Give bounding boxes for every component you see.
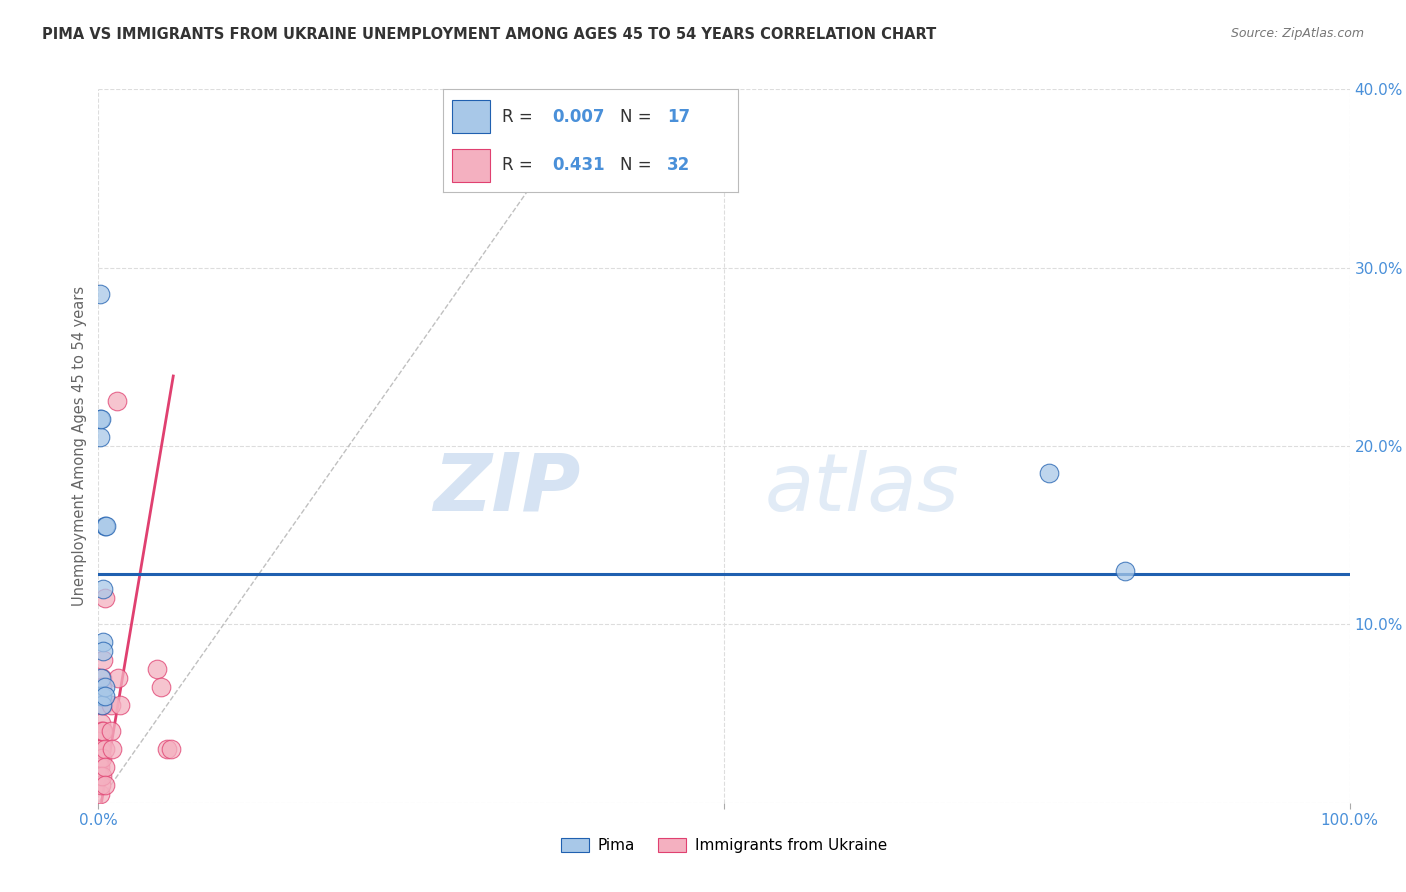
Text: R =: R =: [502, 156, 538, 174]
Point: [89, 742, 111, 756]
Point: [89, 769, 111, 783]
Point: [91, 689, 114, 703]
Y-axis label: Unemployment Among Ages 45 to 54 years: Unemployment Among Ages 45 to 54 years: [72, 286, 87, 606]
Point: [93, 760, 115, 774]
Text: R =: R =: [502, 108, 538, 126]
Point: [160, 742, 183, 756]
Point: [93, 582, 115, 596]
Point: [93, 635, 115, 649]
Point: [93, 778, 115, 792]
Point: [90, 689, 112, 703]
Point: [1038, 466, 1060, 480]
Point: [108, 698, 131, 712]
Point: [100, 724, 122, 739]
Point: [90, 412, 112, 426]
Point: [93, 644, 115, 658]
Point: [105, 394, 128, 409]
Point: [1114, 564, 1136, 578]
Point: [146, 662, 169, 676]
Point: [93, 742, 115, 756]
Point: [156, 742, 179, 756]
Point: [89, 760, 111, 774]
Text: atlas: atlas: [765, 450, 959, 528]
Point: [89, 787, 111, 801]
Point: [101, 742, 124, 756]
Point: [90, 715, 112, 730]
Point: [93, 689, 115, 703]
Point: [91, 671, 114, 685]
Point: [93, 724, 115, 739]
Point: [93, 698, 115, 712]
Legend: Pima, Immigrants from Ukraine: Pima, Immigrants from Ukraine: [555, 832, 893, 859]
Point: [89, 430, 111, 444]
Text: N =: N =: [620, 108, 657, 126]
Point: [107, 671, 129, 685]
Point: [91, 724, 114, 739]
Point: [90, 778, 112, 792]
Point: [90, 680, 112, 694]
Point: [91, 769, 114, 783]
Point: [93, 680, 115, 694]
Point: [100, 698, 122, 712]
Point: [90, 671, 112, 685]
Point: [93, 591, 115, 605]
Point: [89, 287, 111, 301]
Point: [93, 653, 115, 667]
Text: N =: N =: [620, 156, 657, 174]
Point: [91, 698, 114, 712]
Text: 0.007: 0.007: [553, 108, 605, 126]
Point: [89, 412, 111, 426]
Text: PIMA VS IMMIGRANTS FROM UKRAINE UNEMPLOYMENT AMONG AGES 45 TO 54 YEARS CORRELATI: PIMA VS IMMIGRANTS FROM UKRAINE UNEMPLOY…: [42, 27, 936, 42]
Point: [93, 519, 115, 533]
Point: [90, 698, 112, 712]
Point: [91, 751, 114, 765]
Text: 17: 17: [668, 108, 690, 126]
Point: [150, 680, 173, 694]
FancyBboxPatch shape: [451, 149, 491, 181]
Point: [91, 680, 114, 694]
Point: [89, 724, 111, 739]
Text: 0.431: 0.431: [553, 156, 605, 174]
Point: [94, 519, 117, 533]
Point: [90, 742, 112, 756]
Text: Source: ZipAtlas.com: Source: ZipAtlas.com: [1230, 27, 1364, 40]
Text: 32: 32: [668, 156, 690, 174]
FancyBboxPatch shape: [451, 101, 491, 133]
Text: ZIP: ZIP: [433, 450, 581, 528]
